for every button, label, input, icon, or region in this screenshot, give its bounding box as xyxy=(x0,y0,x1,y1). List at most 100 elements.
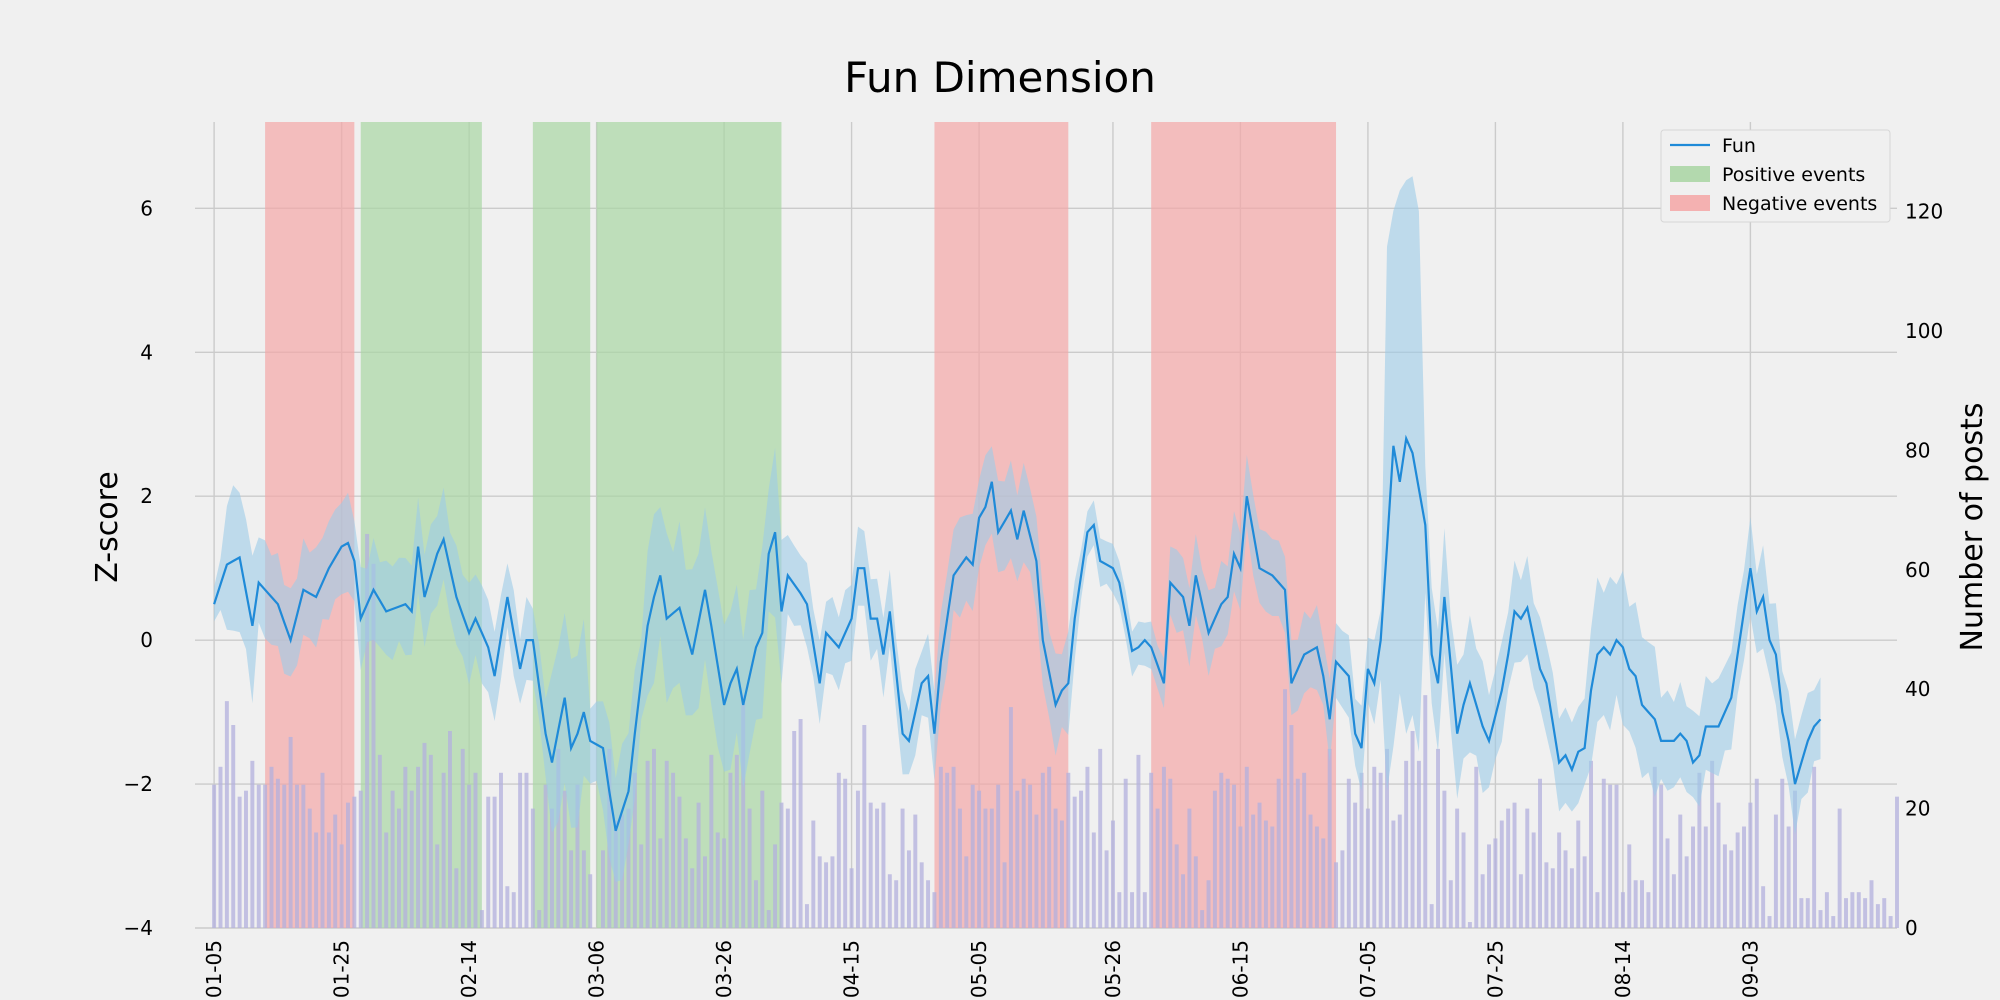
post-count-bar xyxy=(1557,832,1562,928)
post-count-bar xyxy=(1212,790,1217,928)
y-tick-label-right: 80 xyxy=(1905,438,1930,462)
post-count-bar xyxy=(1110,820,1115,928)
post-count-bar xyxy=(1550,868,1555,928)
post-count-bar xyxy=(1091,832,1096,928)
y-tick-label-left: 6 xyxy=(140,196,153,220)
post-count-bar xyxy=(1875,904,1880,928)
post-count-bar xyxy=(479,910,484,928)
post-count-bar xyxy=(1882,898,1887,928)
post-count-bar xyxy=(1646,892,1651,928)
post-count-bar xyxy=(957,808,962,928)
post-count-bar xyxy=(1767,916,1772,928)
post-count-bar xyxy=(333,814,338,928)
post-count-bar xyxy=(626,808,631,928)
post-count-bar xyxy=(1232,784,1237,928)
post-count-bar xyxy=(1270,826,1275,928)
post-count-bar xyxy=(1244,766,1249,928)
post-count-bar xyxy=(269,766,274,928)
post-count-bar xyxy=(664,760,669,928)
x-tick-label: 02-14 xyxy=(457,940,481,998)
post-count-bar xyxy=(1665,838,1670,928)
post-count-bar xyxy=(722,838,727,928)
post-count-bar xyxy=(1531,832,1536,928)
post-count-bar xyxy=(511,892,516,928)
post-count-bar xyxy=(403,766,408,928)
post-count-bar xyxy=(1334,862,1339,928)
fun-series xyxy=(213,434,1822,832)
post-count-bar xyxy=(1544,862,1549,928)
post-count-bar xyxy=(524,772,529,928)
post-count-bar xyxy=(671,772,676,928)
y-tick-label-right: 40 xyxy=(1905,677,1930,701)
post-count-bar xyxy=(747,808,752,928)
y-axis-left: −4 −2 0 2 4 6 xyxy=(124,196,153,940)
post-count-bar xyxy=(1263,820,1268,928)
post-count-bar xyxy=(1098,748,1103,928)
post-count-bar xyxy=(295,784,299,928)
post-count-bar xyxy=(1818,910,1823,928)
post-count-bar xyxy=(301,784,306,928)
post-count-bar xyxy=(855,790,860,928)
post-count-bar xyxy=(600,850,605,928)
y-axis-right: 0 20 40 60 80 100 120 xyxy=(1905,200,1943,940)
post-count-bar xyxy=(549,808,554,928)
post-count-bar xyxy=(320,772,325,928)
post-count-bar xyxy=(645,760,650,928)
x-tick-label: 05-05 xyxy=(967,940,991,998)
y-tick-label-right: 60 xyxy=(1905,558,1930,582)
post-count-bar xyxy=(428,754,433,928)
post-count-bar xyxy=(1008,707,1013,928)
x-tick-label: 01-05 xyxy=(202,940,226,998)
post-count-bar xyxy=(1423,695,1428,928)
post-count-bar xyxy=(1538,778,1543,928)
post-count-bar xyxy=(1283,689,1288,928)
post-count-bar xyxy=(1563,850,1568,928)
post-count-bar xyxy=(346,802,350,928)
post-count-bar xyxy=(1582,856,1587,928)
post-count-bar xyxy=(416,766,421,928)
post-count-bar xyxy=(473,772,478,928)
post-count-bar xyxy=(1117,892,1122,928)
post-count-bar xyxy=(1493,838,1498,928)
post-count-bar xyxy=(1812,766,1817,928)
post-count-bar xyxy=(1181,874,1186,928)
post-count-bars xyxy=(212,533,1899,928)
post-count-bar xyxy=(1302,772,1307,928)
post-count-bar xyxy=(1735,832,1740,928)
post-count-bar xyxy=(1359,772,1364,928)
post-count-bar xyxy=(1856,892,1861,928)
x-tick-label: 07-25 xyxy=(1483,940,1507,998)
post-count-bar xyxy=(1678,814,1683,928)
post-count-bar xyxy=(365,533,370,928)
post-count-bar xyxy=(1391,820,1396,928)
post-count-bar xyxy=(1378,772,1383,928)
post-count-bar xyxy=(1059,820,1064,928)
post-count-bar xyxy=(1518,874,1523,928)
chart-title: Fun Dimension xyxy=(844,53,1156,102)
post-count-bar xyxy=(1034,814,1039,928)
post-count-bar xyxy=(651,748,656,928)
post-count-bar xyxy=(1608,784,1613,928)
legend-patch-swatch xyxy=(1670,195,1710,211)
post-count-bar xyxy=(690,868,695,928)
post-count-bar xyxy=(1799,898,1804,928)
post-count-bar xyxy=(1888,916,1893,928)
post-count-bar xyxy=(1754,778,1759,928)
post-count-bar xyxy=(1863,898,1868,928)
post-count-bar xyxy=(1455,808,1460,928)
legend: Fun Positive events Negative events xyxy=(1660,129,1891,223)
x-tick-label: 01-25 xyxy=(330,940,354,998)
post-count-bar xyxy=(1614,784,1619,928)
post-count-bar xyxy=(862,725,867,928)
post-count-bar xyxy=(1684,856,1689,928)
post-count-bar xyxy=(945,772,950,928)
post-count-bar xyxy=(1385,748,1390,928)
post-count-bar xyxy=(1365,808,1370,928)
post-count-bar xyxy=(569,850,574,928)
post-count-bar xyxy=(1480,874,1485,928)
y-axis-label-right: Number of posts xyxy=(1955,403,1990,652)
post-count-bar xyxy=(1002,862,1007,928)
post-count-bar xyxy=(734,754,739,928)
post-count-bar xyxy=(1780,778,1785,928)
post-count-bar xyxy=(760,790,765,928)
